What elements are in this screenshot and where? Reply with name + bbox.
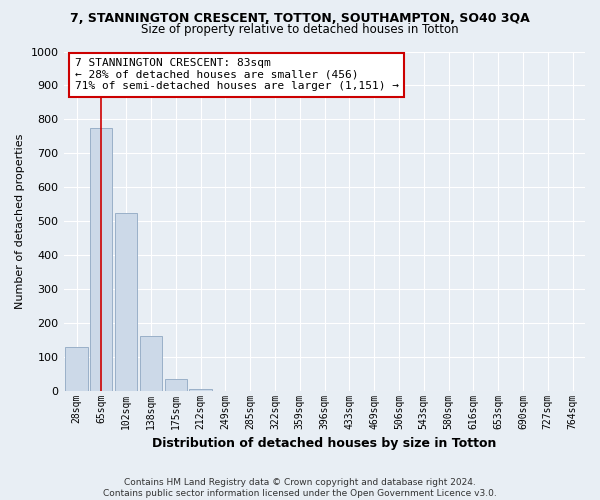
Bar — [190, 389, 212, 390]
X-axis label: Distribution of detached houses by size in Totton: Distribution of detached houses by size … — [152, 437, 497, 450]
Y-axis label: Number of detached properties: Number of detached properties — [15, 134, 25, 309]
Bar — [90, 128, 112, 390]
Text: 7 STANNINGTON CRESCENT: 83sqm
← 28% of detached houses are smaller (456)
71% of : 7 STANNINGTON CRESCENT: 83sqm ← 28% of d… — [74, 58, 398, 92]
Bar — [115, 212, 137, 390]
Text: Contains HM Land Registry data © Crown copyright and database right 2024.
Contai: Contains HM Land Registry data © Crown c… — [103, 478, 497, 498]
Bar — [164, 379, 187, 390]
Text: Size of property relative to detached houses in Totton: Size of property relative to detached ho… — [141, 22, 459, 36]
Bar — [65, 346, 88, 391]
Text: 7, STANNINGTON CRESCENT, TOTTON, SOUTHAMPTON, SO40 3QA: 7, STANNINGTON CRESCENT, TOTTON, SOUTHAM… — [70, 12, 530, 26]
Bar — [140, 336, 162, 390]
